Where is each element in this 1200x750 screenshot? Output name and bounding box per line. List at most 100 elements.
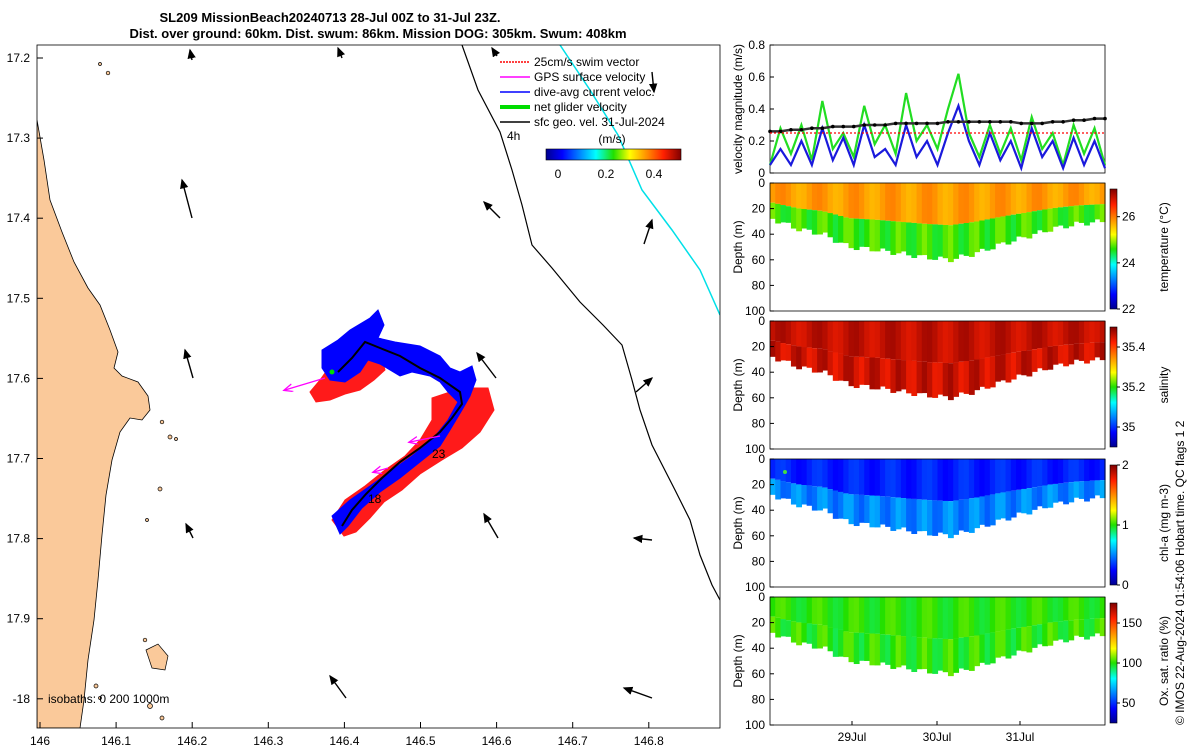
section-cell [1057,183,1064,208]
section-cell [958,499,965,531]
section-cell [780,183,787,206]
section-cell [1057,321,1064,346]
velocity-point [1050,120,1055,124]
section-ytick-label: 100 [745,580,765,594]
section-cell [1068,206,1075,227]
section-ytick-label: 60 [752,391,766,405]
section-cell [947,225,954,263]
velocity-panel: 0 0.2 0.4 0.6 0.8 velocity magnitude (m/s) [731,38,1107,180]
section-cell [1099,597,1106,619]
section-cell [848,597,855,633]
section-cell [921,223,928,256]
section-cell [1005,353,1012,383]
section-cell [916,361,923,394]
velocity-point [946,120,950,124]
section-cell [1073,597,1080,620]
section-ytick-label: 100 [745,442,765,456]
legend-net-glider: net glider velocity [534,100,627,114]
section-frame [769,182,1106,312]
section-cell [822,321,829,350]
section-cell [827,351,834,376]
section-cell [953,321,960,363]
section-cell [838,183,844,216]
section-cell [1016,321,1022,352]
section-cell [1063,482,1069,505]
section-cell [900,459,907,499]
velocity-point [820,126,825,130]
map-xtick-label: 146.1 [101,734,131,748]
section-cell [780,205,787,223]
section-cell [843,631,850,658]
section-cell [848,494,855,525]
section-cell [979,358,986,387]
map-xtick-label: 146.8 [634,734,664,748]
section-cell [1031,487,1038,510]
velocity-y-axis: 0 0.2 0.4 0.6 0.8 [748,38,774,180]
section-cell [890,497,897,531]
section-cell [1099,204,1106,223]
section-cell [1047,484,1054,508]
section-cell [942,362,949,397]
section-ytick-label: 0 [758,314,765,328]
section-cell [1042,459,1049,486]
section-cell [858,494,865,523]
section-cell [775,479,782,500]
section-cell [942,321,949,363]
velocity-point [956,120,961,124]
section-cell [953,183,960,225]
section-cell [1047,346,1054,370]
section-cell [801,459,808,486]
section-cell [1005,183,1012,216]
section-cell [770,616,776,633]
section-cell [838,321,844,354]
velocity-series-line [768,73,1107,169]
time-axis: 29Jul 30Jul 31Jul [838,721,1034,744]
section-cell [796,597,803,623]
colorbar-tick-label: 22 [1122,302,1136,316]
section-cell [858,218,865,247]
section-panel: 0 20 40 60 80 100 Depth (m) 0 1 2 chl-a (mg m-3) [731,452,1171,594]
map-xtick-label: 146.7 [558,734,588,748]
section-cell [1005,459,1012,492]
time-tick-label: 30Jul [923,730,952,744]
velocity-ytick-label: 0.4 [748,102,765,116]
section-cell [953,362,960,397]
velocity-point [1019,121,1024,126]
section-colorbar-label: chl-a (mg m-3) [1157,484,1171,562]
section-cell [958,361,965,393]
section-cell [1026,597,1033,627]
coastline-land [37,119,151,728]
section-cell [785,321,792,345]
section-cell [832,352,839,381]
section-cell [1099,342,1106,361]
section-cell [1057,597,1064,622]
section-cell [770,478,776,495]
section-cell [879,496,886,525]
section-cell [885,496,891,527]
section-cell [770,321,776,341]
map-ytick-label: 17.9 [7,612,31,626]
velocity-ytick-label: 0.8 [748,38,765,52]
section-cell [869,321,876,358]
section-cell [775,203,782,224]
velocity-point [872,123,877,127]
section-cell [822,349,829,371]
section-cell [874,459,881,496]
section-cell [838,215,844,243]
section-cell [848,356,855,387]
section-cell [963,597,970,638]
velocity-ylabel: velocity magnitude (m/s) [731,44,745,174]
section-cell [1042,597,1049,624]
section-cell [921,361,928,394]
section-cell [879,358,886,387]
colorbar-tick-label: 0 [1122,578,1129,592]
section-cell [775,597,782,618]
section-cell [916,597,923,638]
section-cell [1036,348,1043,369]
section-cell [900,636,907,666]
section-cell [1057,483,1064,502]
section-cell [1052,183,1059,208]
section-cell [937,362,944,395]
section-cell [900,321,907,361]
